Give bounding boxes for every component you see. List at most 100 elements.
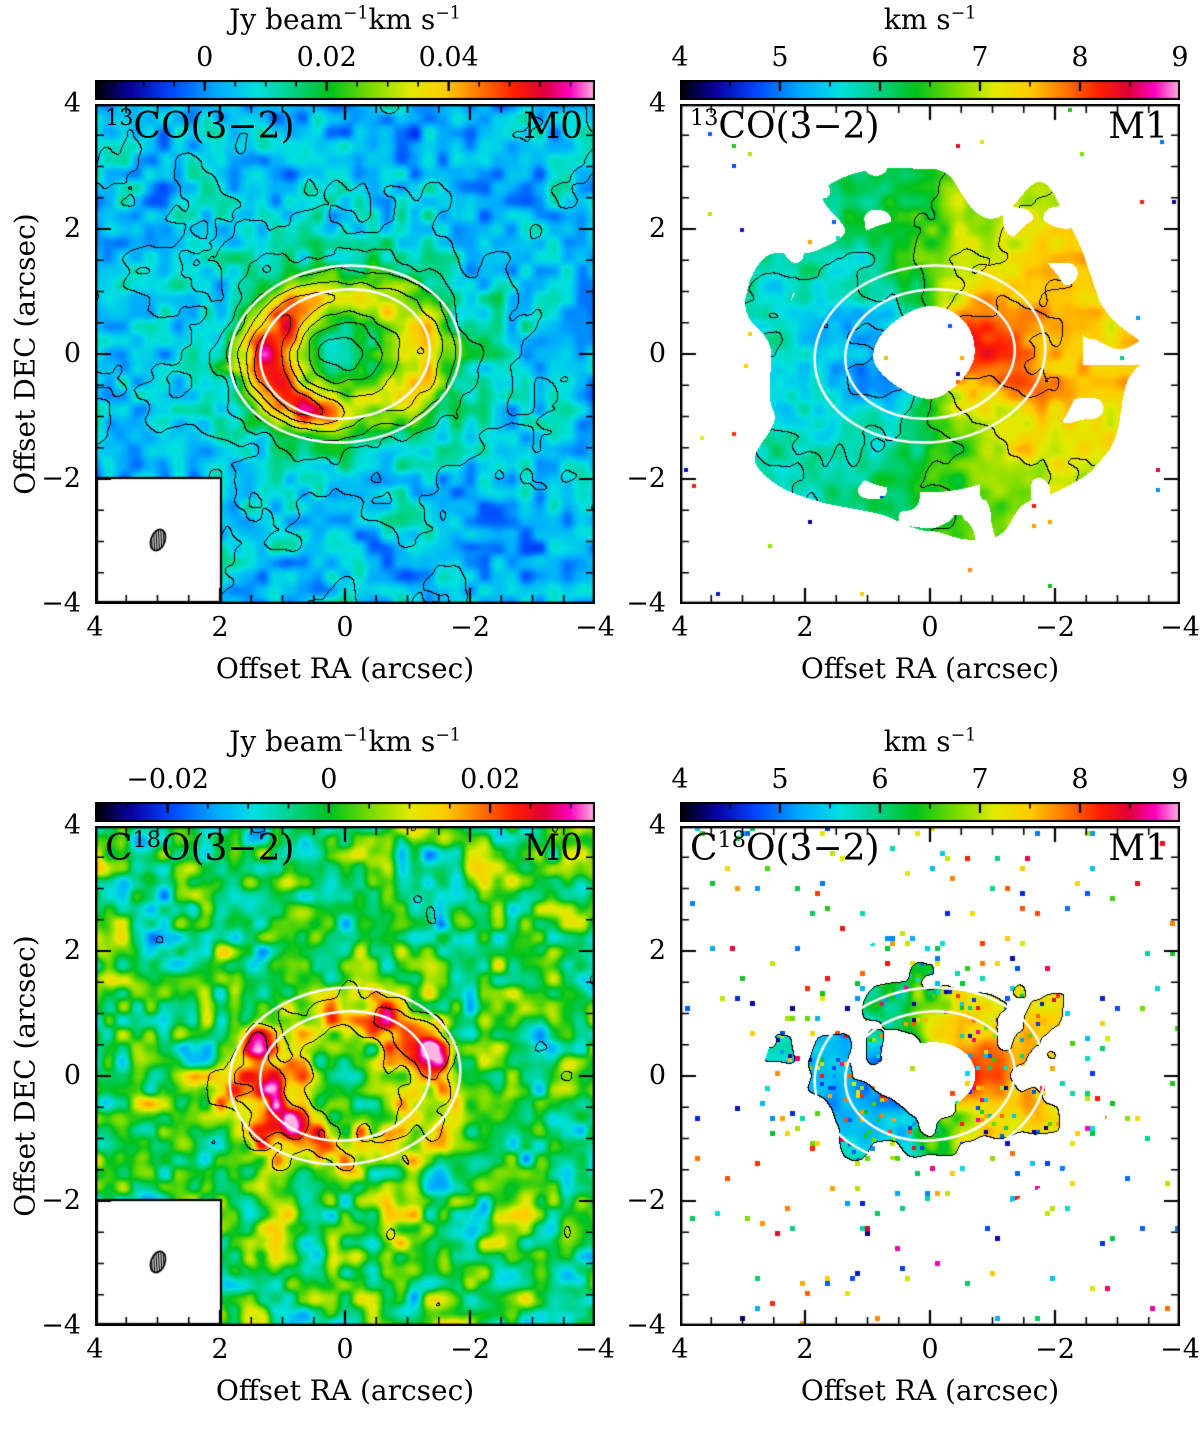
y-tick-label: 0 [648,337,666,369]
colorbar-tick-label: 0.02 [460,764,521,795]
colorbar-tick-label: 0 [196,42,214,73]
colorbar-tick-label: 0 [320,764,338,795]
x-axis-title: Offset RA (arcsec) [215,652,475,685]
colorbar-tick-label: 9 [1171,764,1189,795]
panel-13co-m0: Jy beam−1km s−1 0 0.02 0.04 13CO(3−2) M0 4… [9,3,615,685]
x-tick-label: 0 [921,1334,939,1365]
colorbar-tick-label: −0.02 [126,764,209,795]
y-tick-label: 4 [63,809,81,841]
y-tick-label: 0 [63,337,81,369]
x-tick-label: −2 [1035,612,1075,643]
colorbar-tick-label: 8 [1071,764,1089,795]
x-tick-label: 4 [86,612,104,643]
superscript: −1 [342,725,369,746]
colorbar-tick-label: 4 [671,42,689,73]
y-tick-label: 2 [648,934,666,966]
y-axis-tick-labels: 4 2 0 −2 −4 [11,88,87,619]
superscript: 18 [717,827,746,853]
x-tick-label: −4 [575,612,615,643]
panel-c18o-m0: Jy beam−1km s−1 −0.02 0 0.02 C18O(3−2) M0 … [9,725,615,1407]
superscript: 13 [105,105,134,131]
x-tick-label: 2 [211,612,229,643]
x-axis-tick-labels: 4 2 0 −2 −4 [86,1334,615,1366]
colorbar [95,80,595,100]
colorbar-tick-label: 5 [771,764,789,795]
y-tick-label: −2 [626,1184,666,1216]
text-segment: Jy beam [229,725,343,758]
colorbar-tick-label: 4 [671,764,689,795]
x-tick-label: 0 [336,1334,354,1365]
x-tick-label: −2 [450,612,490,643]
x-tick-label: −4 [1160,612,1200,643]
superscript: −1 [950,3,977,24]
y-tick-label: −4 [41,587,81,619]
colorbar-tick-label: 0.04 [418,42,479,73]
superscript: −1 [435,725,461,746]
y-tick-label: −4 [626,1309,666,1341]
text-segment: km s [883,3,951,36]
y-tick-label: −2 [41,462,81,494]
superscript: −1 [342,3,369,24]
y-tick-label: 0 [648,1059,666,1091]
colorbar-title: Jy beam−1km s−1 [95,725,595,758]
colorbar-title: Jy beam−1km s−1 [95,3,595,36]
x-axis-tick-labels: 4 2 0 −2 −4 [86,612,615,644]
y-tick-label: 0 [63,1059,81,1091]
colorbar-title: km s−1 [680,3,1180,36]
superscript: 13 [690,105,719,131]
line-transition-label: 13CO(3−2) [690,106,880,147]
superscript: 18 [132,827,161,853]
text-segment: C [105,828,133,869]
x-axis-title: Offset RA (arcsec) [800,652,1060,685]
colorbar-tick-label: 7 [971,42,989,73]
x-tick-label: 4 [86,1334,104,1365]
y-tick-label: 2 [648,212,666,244]
colorbar-tick-label: 7 [971,764,989,795]
y-axis-tick-labels: 4 2 0 −2 −4 [596,88,672,619]
x-tick-label: −2 [1035,1334,1075,1365]
moment-map-canvas [95,826,595,1326]
colorbar [680,80,1180,100]
y-tick-label: −2 [41,1184,81,1216]
colorbar-tick-label: 0.02 [296,42,357,73]
text-segment: CO(3−2) [133,106,295,147]
colorbar [680,802,1180,822]
line-transition-label: C18O(3−2) [690,828,880,869]
colorbar-title: km s−1 [680,725,1180,758]
line-transition-label: C18O(3−2) [105,828,295,869]
text-segment: km s [368,3,436,36]
panel-13co-m1: km s−1 4 5 6 7 8 9 13CO(3−2) M1 4 2 0 −2 −4 4 2 0 −2… [626,3,1200,685]
moment-map-canvas [95,104,595,604]
text-segment: Jy beam [229,3,343,36]
x-tick-label: 2 [796,612,814,643]
panel-c18o-m1: km s−1 4 5 6 7 8 9 C18O(3−2) M1 4 2 0 −2 −4 4 2 0 −2… [626,725,1200,1407]
x-tick-label: −4 [1160,1334,1200,1365]
x-tick-label: 2 [796,1334,814,1365]
y-axis-title: Offset DEC (arcsec) [8,213,42,495]
text-segment: O(3−2) [745,828,880,869]
colorbar-tick-labels: 0 0.02 0.04 [95,42,595,74]
moment-label: M1 [1108,106,1168,147]
moment-label: M1 [1108,828,1168,869]
text-segment: km s [368,725,436,758]
colorbar-tick-label: 6 [871,764,889,795]
y-tick-label: 4 [648,809,666,841]
colorbar-tick-label: 5 [771,42,789,73]
y-tick-label: 2 [63,934,81,966]
superscript: −1 [950,725,977,746]
text-segment: C [690,828,718,869]
text-segment: km s [883,725,951,758]
moment-map-canvas [680,104,1180,604]
x-axis-tick-labels: 4 2 0 −2 −4 [671,612,1200,644]
y-tick-label: −4 [41,1309,81,1341]
y-tick-label: 2 [63,212,81,244]
colorbar-tick-label: 9 [1171,42,1189,73]
x-tick-label: 0 [336,612,354,643]
colorbar-tick-labels: −0.02 0 0.02 [95,764,595,796]
colorbar-tick-labels: 4 5 6 7 8 9 [671,764,1188,796]
moment-label: M0 [523,828,583,869]
y-tick-label: −2 [626,462,666,494]
y-tick-label: 4 [648,87,666,119]
x-tick-label: 4 [671,612,689,643]
